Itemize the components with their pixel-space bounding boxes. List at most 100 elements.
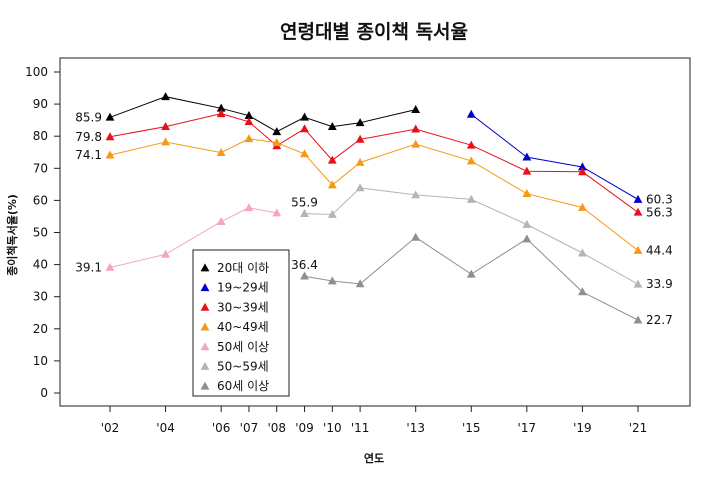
data-label: 22.7 [646, 313, 673, 327]
x-tick-label: '13 [406, 421, 425, 435]
x-tick-label: '19 [573, 421, 592, 435]
x-tick-label: '21 [629, 421, 648, 435]
data-point [522, 189, 532, 198]
series-line [470, 114, 639, 200]
legend-marker [200, 342, 210, 351]
y-axis-label: 종이책독서율(%) [5, 194, 19, 276]
legend-marker [200, 302, 210, 311]
data-point [216, 109, 226, 118]
series-line [109, 96, 416, 133]
series-group [105, 92, 643, 324]
legend-entry: 50~59세 [217, 360, 269, 374]
data-point [355, 134, 365, 143]
data-label: 44.4 [646, 243, 673, 257]
x-tick-label: '15 [462, 421, 481, 435]
data-point [161, 92, 170, 101]
data-point [327, 121, 337, 130]
data-point [327, 155, 337, 164]
legend-entry: 40~49세 [217, 320, 269, 334]
y-tick-label: 80 [33, 129, 48, 143]
data-point [466, 156, 476, 165]
data-label: 85.9 [75, 110, 102, 124]
series-30~39세 [105, 109, 643, 216]
x-tick-label: '10 [323, 421, 342, 435]
data-label: 36.4 [291, 258, 318, 272]
y-tick-label: 10 [33, 354, 48, 368]
data-point [578, 287, 587, 296]
series-50~59세 [300, 183, 643, 288]
legend-marker [200, 381, 210, 390]
y-tick-label: 100 [25, 65, 48, 79]
series-60세 이상 [300, 232, 643, 324]
series-19~29세 [466, 109, 643, 203]
data-point [105, 262, 115, 271]
data-point [578, 248, 587, 257]
data-point [161, 137, 170, 146]
data-point [327, 180, 337, 189]
data-point [578, 162, 587, 171]
data-point [633, 279, 643, 288]
data-point [355, 157, 365, 166]
data-point [355, 183, 365, 192]
legend-entry: 30~39세 [217, 300, 269, 314]
data-point [633, 194, 643, 203]
data-point [633, 207, 643, 216]
data-label: 55.9 [291, 196, 318, 210]
legend-entry: 50세 이상 [217, 340, 269, 354]
x-axis-label: 연도 [364, 451, 384, 465]
data-point [161, 249, 170, 258]
data-label: 39.1 [75, 260, 102, 274]
y-tick-label: 50 [33, 226, 48, 240]
data-labels: 85.9 79.8 74.1 39.1 55.9 36.4 60.356.3 44.4 33.9… [75, 110, 672, 327]
y-tick-label: 40 [33, 258, 48, 272]
data-point [244, 117, 254, 126]
x-tick-label: '17 [518, 421, 537, 435]
data-point [522, 152, 532, 161]
data-point [161, 121, 170, 130]
data-point [411, 232, 421, 241]
data-point [411, 190, 421, 199]
data-point [244, 203, 254, 212]
data-point [216, 216, 226, 225]
legend: 20대 이하 19~29세 30~39세 40~49세 50세 이상 50~59세 60세 … [192, 249, 290, 397]
series-20대 이하 [105, 92, 421, 136]
data-point [244, 111, 254, 120]
y-tick-label: 0 [40, 386, 48, 400]
data-point [466, 109, 476, 118]
data-point [466, 269, 476, 278]
y-tick-label: 20 [33, 322, 48, 336]
data-label: 56.3 [646, 205, 673, 219]
data-point [411, 124, 421, 133]
x-tick-label: '07 [240, 421, 259, 435]
data-point [633, 245, 643, 254]
data-point [300, 149, 309, 158]
plot-frame [59, 57, 691, 407]
data-point [327, 209, 337, 218]
y-axis: 0 10 20 30 40 50 60 70 80 90 100 [25, 65, 61, 400]
data-point [411, 104, 421, 113]
data-label: 33.9 [646, 277, 673, 291]
x-axis: '02 '04 '06 '07 '08 '09 '10 '11 '13 '15 '17 '19 '21 [101, 405, 648, 435]
data-point [105, 132, 115, 141]
y-tick-label: 60 [33, 193, 48, 207]
y-tick-label: 90 [33, 97, 48, 111]
data-point [633, 315, 643, 324]
legend-entry: 20대 이하 [217, 261, 269, 275]
data-point [272, 127, 282, 136]
data-point [578, 202, 587, 211]
x-tick-label: '02 [101, 421, 120, 435]
data-point [244, 134, 254, 143]
data-point [355, 279, 365, 288]
data-point [300, 124, 309, 133]
series-line [304, 236, 639, 321]
legend-entry: 60세 이상 [217, 379, 269, 393]
data-point [327, 276, 337, 285]
legend-marker [200, 322, 210, 331]
data-point [578, 167, 587, 176]
data-point [300, 112, 309, 121]
legend-box [192, 249, 290, 397]
legend-entry: 19~29세 [217, 281, 269, 295]
data-point [105, 112, 115, 121]
data-label: 60.3 [646, 192, 673, 206]
chart-title: 연령대별 종이책 독서율 [280, 21, 468, 43]
